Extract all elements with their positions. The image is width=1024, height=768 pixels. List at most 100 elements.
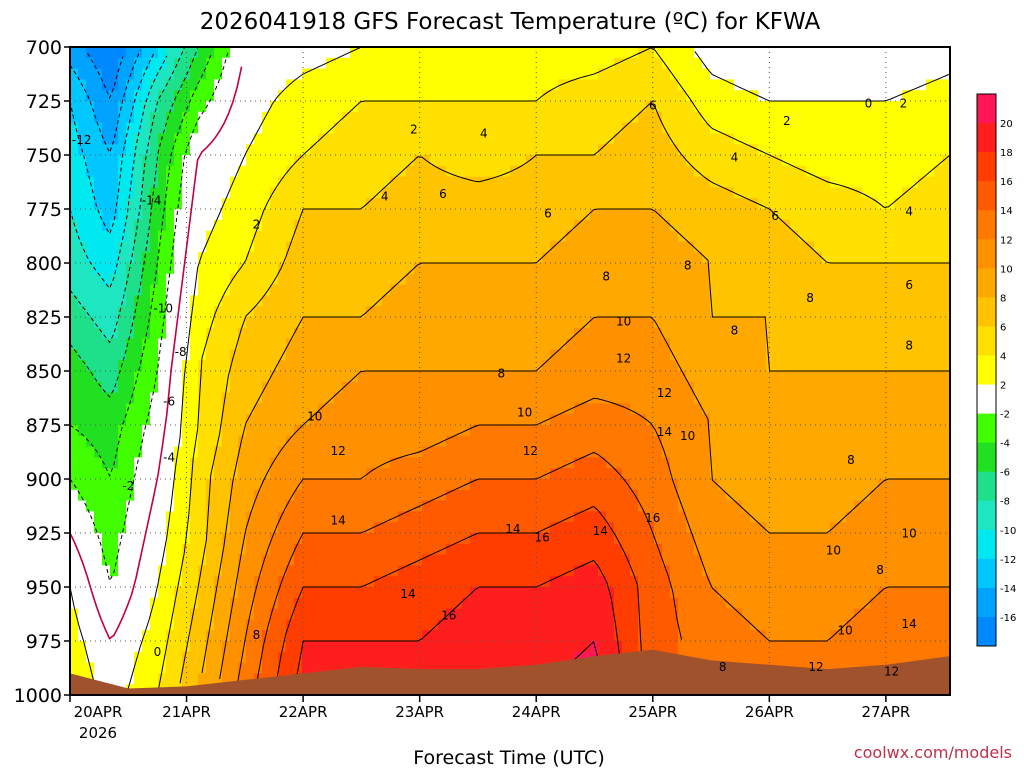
- heatmap-cell: [238, 90, 247, 102]
- heatmap-cell: [438, 457, 447, 469]
- heatmap-cell: [278, 608, 287, 620]
- heatmap-cell: [438, 371, 447, 383]
- heatmap-cell: [366, 543, 375, 556]
- heatmap-cell: [430, 500, 439, 512]
- heatmap-cell: [358, 468, 367, 480]
- heatmap-cell: [662, 133, 671, 145]
- heatmap-cell: [654, 446, 663, 458]
- heatmap-cell: [270, 252, 279, 264]
- heatmap-cell: [190, 187, 199, 199]
- heatmap-cell: [590, 587, 599, 599]
- heatmap-cell: [590, 457, 599, 469]
- heatmap-cell: [134, 608, 143, 620]
- heatmap-cell: [126, 360, 135, 372]
- heatmap-cell: [702, 101, 711, 113]
- heatmap-cell: [414, 565, 423, 577]
- heatmap-cell: [374, 457, 383, 469]
- heatmap-cell: [254, 284, 263, 296]
- heatmap-cell: [350, 349, 359, 361]
- heatmap-cell: [246, 511, 255, 523]
- heatmap-cell: [206, 79, 215, 91]
- heatmap-cell: [86, 230, 95, 242]
- heatmap-cell: [550, 651, 559, 664]
- heatmap-cell: [678, 392, 687, 404]
- heatmap-cell: [630, 263, 639, 275]
- heatmap-cell: [326, 414, 335, 426]
- heatmap-cell: [238, 457, 247, 469]
- heatmap-cell: [278, 489, 287, 502]
- heatmap-cell: [374, 468, 383, 480]
- heatmap-cell: [518, 295, 527, 307]
- heatmap-cell: [222, 317, 231, 329]
- heatmap-cell: [310, 101, 319, 113]
- heatmap-cell: [686, 565, 695, 577]
- heatmap-cell: [582, 425, 591, 437]
- heatmap-cell: [478, 295, 487, 307]
- heatmap-cell: [214, 587, 223, 599]
- heatmap-cell: [462, 295, 471, 307]
- heatmap-cell: [166, 587, 175, 599]
- heatmap-cell: [230, 122, 239, 134]
- heatmap-cell: [222, 543, 231, 556]
- heatmap-cell: [638, 306, 647, 318]
- heatmap-cell: [630, 219, 639, 232]
- heatmap-cell: [358, 533, 367, 545]
- heatmap-cell: [222, 608, 231, 620]
- heatmap-cell: [470, 533, 479, 545]
- heatmap-cell: [478, 241, 487, 253]
- heatmap-cell: [638, 371, 647, 383]
- heatmap-cell: [614, 273, 623, 286]
- heatmap-cell: [598, 176, 607, 188]
- heatmap-cell: [470, 144, 479, 156]
- heatmap-cell: [414, 252, 423, 264]
- heatmap-cell: [622, 101, 631, 113]
- heatmap-cell: [286, 198, 295, 210]
- heatmap-cell: [102, 338, 111, 350]
- heatmap-cell: [438, 403, 447, 415]
- heatmap-cell: [486, 133, 495, 145]
- heatmap-cell: [70, 198, 79, 210]
- heatmap-cell: [590, 414, 599, 426]
- heatmap-cell: [494, 263, 503, 275]
- heatmap-cell: [182, 338, 191, 350]
- heatmap-cell: [718, 533, 727, 545]
- heatmap-cell: [430, 144, 439, 156]
- heatmap-cell: [310, 176, 319, 188]
- heatmap-cell: [478, 468, 487, 480]
- heatmap-cell: [214, 554, 223, 566]
- heatmap-cell: [678, 295, 687, 307]
- heatmap-cell: [342, 457, 351, 469]
- heatmap-cell: [270, 554, 279, 566]
- heatmap-cell: [470, 241, 479, 253]
- heatmap-cell: [174, 414, 183, 426]
- heatmap-cell: [622, 241, 631, 253]
- heatmap-cell: [118, 543, 127, 556]
- heatmap-cell: [102, 381, 111, 394]
- heatmap-cell: [646, 543, 655, 556]
- heatmap-cell: [278, 392, 287, 404]
- chart-title: 2026041918 GFS Forecast Temperature (ºC)…: [200, 9, 821, 35]
- heatmap-cell: [182, 500, 191, 512]
- heatmap-cell: [662, 338, 671, 350]
- heatmap-cell: [718, 68, 727, 80]
- heatmap-cell: [694, 641, 703, 653]
- heatmap-cell: [86, 565, 95, 577]
- heatmap-cell: [166, 360, 175, 372]
- heatmap-cell: [142, 587, 151, 599]
- heatmap-cell: [470, 662, 479, 674]
- heatmap-cell: [230, 306, 239, 318]
- heatmap-cell: [422, 327, 431, 340]
- heatmap-cell: [326, 651, 335, 664]
- heatmap-cell: [622, 608, 631, 620]
- heatmap-cell: [654, 101, 663, 113]
- heatmap-cell: [326, 79, 335, 91]
- heatmap-cell: [310, 284, 319, 296]
- heatmap-cell: [302, 533, 311, 545]
- heatmap-cell: [518, 165, 527, 178]
- heatmap-cell: [326, 641, 335, 653]
- heatmap-cell: [598, 565, 607, 577]
- heatmap-cell: [214, 403, 223, 415]
- heatmap-cell: [726, 587, 735, 599]
- heatmap-cell: [174, 57, 183, 70]
- heatmap-cell: [406, 198, 415, 210]
